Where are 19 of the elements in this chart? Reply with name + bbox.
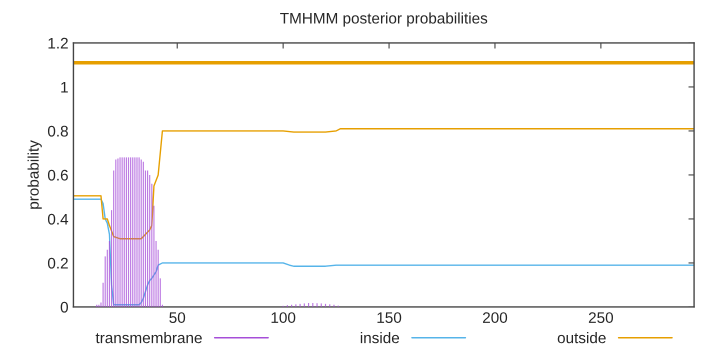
y-tick-label: 1 <box>61 82 68 92</box>
y-tick-label: 0 <box>60 302 68 313</box>
y-axis-title: probability <box>28 140 42 209</box>
line-series <box>73 198 694 306</box>
chart-title: TMHMM posterior probabilities <box>280 12 488 27</box>
x-tick-label: 200 <box>482 312 508 324</box>
line-series <box>73 128 694 240</box>
x-tick-label: 50 <box>169 312 186 324</box>
legend-label: inside <box>360 332 400 344</box>
y-tick-label: 0.6 <box>48 170 68 181</box>
legend-label: outside <box>558 332 606 344</box>
y-tick-label: 1.2 <box>48 38 68 48</box>
legend-label: transmembrane <box>96 332 202 344</box>
x-tick-label: 100 <box>272 312 296 324</box>
y-tick-label: 0.4 <box>48 214 68 225</box>
x-tick-label: 150 <box>377 312 402 324</box>
y-tick-label: 0.2 <box>48 258 68 269</box>
x-tick-label: 250 <box>588 312 614 324</box>
y-tick-label: 0.8 <box>48 126 68 137</box>
